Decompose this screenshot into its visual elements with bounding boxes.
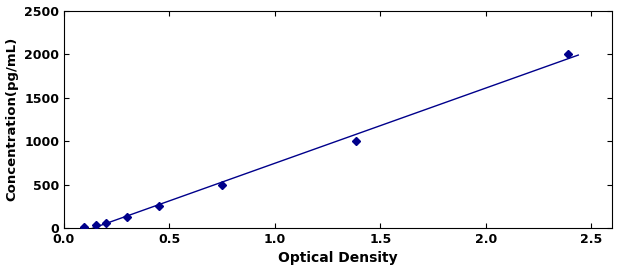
Y-axis label: Concentration(pg/mL): Concentration(pg/mL) [6, 37, 19, 201]
X-axis label: Optical Density: Optical Density [278, 251, 398, 265]
